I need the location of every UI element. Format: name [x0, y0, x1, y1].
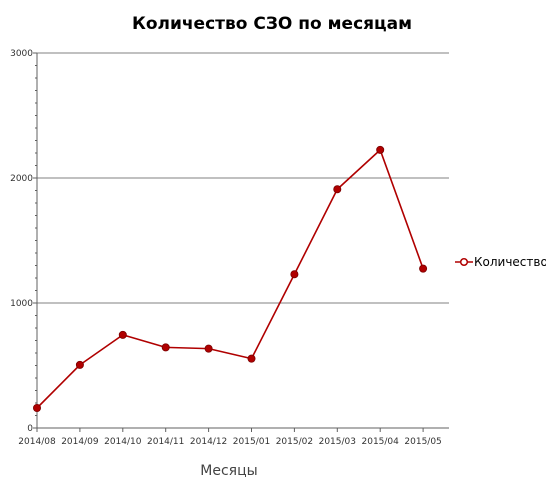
legend: Количество [455, 255, 546, 269]
x-axis-label: Месяцы [200, 463, 257, 479]
y-tick-label: 0 [27, 424, 33, 434]
data-point [204, 344, 213, 353]
x-tick-label: 2015/02 [276, 437, 313, 447]
data-point [161, 343, 170, 352]
y-tick-label: 1000 [10, 299, 33, 309]
data-point [247, 354, 256, 363]
legend-label: Количество [474, 255, 546, 269]
data-point [333, 185, 342, 194]
x-tick-label: 2014/11 [147, 437, 184, 447]
data-point [33, 403, 42, 412]
series-group [33, 145, 428, 412]
legend-marker-swatch [459, 257, 469, 267]
data-point [290, 270, 299, 279]
y-tick-labels: 0 1000 2000 3000 [10, 49, 33, 434]
x-tick-label: 2015/04 [362, 437, 400, 447]
x-tick-label: 2014/08 [18, 437, 56, 447]
data-point [419, 264, 428, 273]
grid-lines [37, 52, 449, 304]
data-point [75, 360, 84, 369]
x-tick-labels: 2014/08 2014/09 2014/10 2014/11 2014/12 2015/… [18, 437, 441, 447]
data-point [118, 330, 127, 339]
y-tick-label: 2000 [10, 174, 33, 184]
series-line [36, 149, 424, 409]
x-tick-label: 2014/09 [61, 437, 99, 447]
x-tick-label: 2014/10 [104, 437, 142, 447]
x-tick-label: 2015/01 [233, 437, 270, 447]
chart-title: Количество СЗО по месяцам [132, 14, 412, 34]
x-tick-label: 2014/12 [190, 437, 227, 447]
axes [33, 52, 449, 432]
x-tick-label: 2015/05 [404, 437, 441, 447]
data-point [376, 145, 385, 154]
x-tick-label: 2015/03 [319, 437, 356, 447]
y-tick-label: 3000 [10, 49, 33, 59]
